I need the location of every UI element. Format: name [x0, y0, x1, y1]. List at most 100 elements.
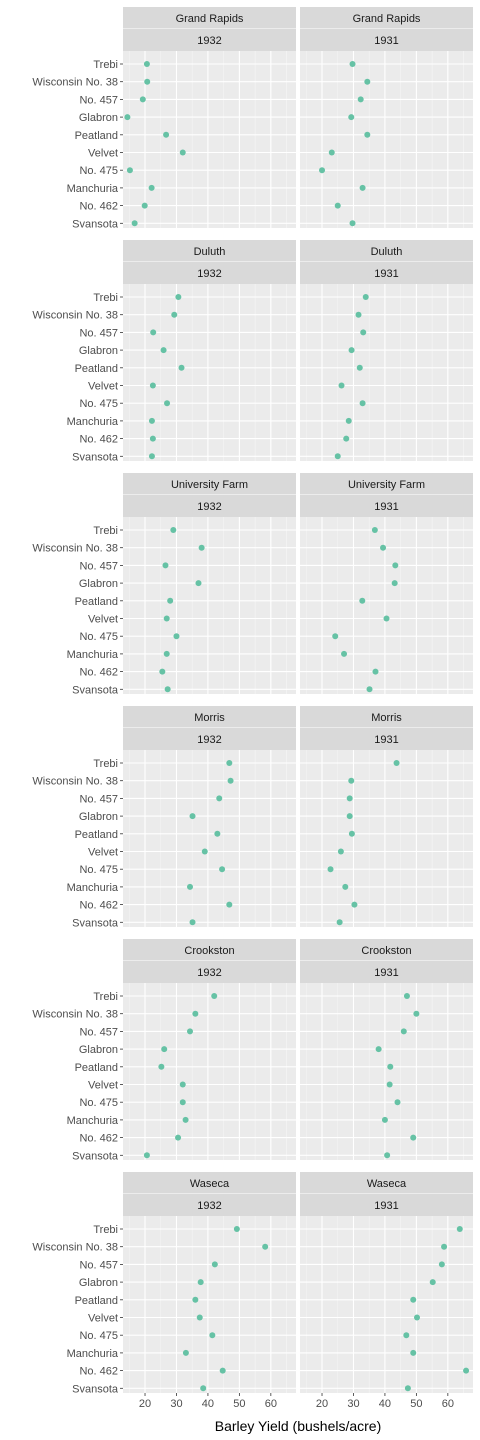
data-point — [456, 1226, 463, 1232]
data-point — [319, 167, 326, 174]
strip-site-label: Grand Rapids — [176, 13, 244, 25]
data-point — [262, 1243, 269, 1250]
strip-year-background — [123, 29, 296, 51]
y-tick-label: Velvet — [88, 148, 118, 160]
y-tick-label: No. 475 — [79, 1330, 118, 1342]
data-point — [360, 329, 367, 336]
data-point — [338, 382, 345, 389]
data-point — [192, 1010, 199, 1017]
data-point — [355, 311, 362, 318]
data-point — [179, 149, 186, 156]
facet-waseca-1932: Waseca 1932 — [123, 1172, 296, 1393]
data-point — [149, 435, 156, 442]
data-point — [158, 1063, 165, 1070]
data-point — [226, 901, 233, 908]
y-tick-label: Trebi — [93, 1224, 118, 1236]
data-point — [386, 1081, 393, 1088]
data-point — [375, 1046, 382, 1053]
y-tick-label: No. 462 — [79, 201, 118, 213]
data-point — [143, 1152, 150, 1159]
y-tick-label: Glabron — [79, 1044, 118, 1056]
data-point — [403, 993, 410, 999]
y-tick-label: No. 475 — [79, 398, 118, 410]
y-tick-label: No. 457 — [79, 1026, 118, 1038]
data-point — [403, 1332, 410, 1339]
strip-year-label: 1932 — [197, 35, 221, 47]
data-point — [387, 1063, 394, 1070]
data-point — [179, 1081, 186, 1088]
strip-site-background — [300, 706, 473, 728]
data-point — [328, 149, 335, 156]
y-tick-label: Velvet — [88, 1313, 118, 1325]
strip-year-label: 1931 — [374, 734, 398, 746]
y-tick-label: No. 462 — [79, 434, 118, 446]
y-tick-label: Glabron — [79, 811, 118, 823]
panel-background — [123, 1216, 296, 1393]
data-point — [362, 294, 369, 300]
strip-year-background — [123, 262, 296, 284]
panel-background — [123, 51, 296, 228]
data-point — [173, 633, 180, 640]
y-tick-label: Velvet — [88, 614, 118, 626]
y-tick-label: Manchuria — [67, 649, 119, 661]
y-tick-label: No. 457 — [79, 1259, 118, 1271]
data-point — [139, 96, 146, 103]
data-point — [349, 220, 356, 227]
y-tick-label: Manchuria — [67, 1348, 119, 1360]
strip-site-background — [123, 473, 296, 495]
x-tick-label: 40 — [202, 1398, 214, 1410]
facet-morris-1931: Morris 1931 — [300, 706, 473, 927]
data-point — [198, 544, 205, 551]
data-point — [410, 1349, 417, 1356]
strip-site-label: University Farm — [171, 479, 248, 491]
panel-background — [123, 284, 296, 461]
y-tick-label: Trebi — [93, 991, 118, 1003]
y-tick-label: Manchuria — [67, 183, 119, 195]
data-point — [364, 78, 371, 85]
facet-grand-rapids-1932: Grand Rapids 1932 — [123, 7, 296, 228]
strip-year-background — [300, 29, 473, 51]
strip-site-label: Crookston — [361, 945, 411, 957]
y-tick-label: Svansota — [72, 1150, 119, 1162]
data-point — [414, 1314, 421, 1321]
y-tick-label: Manchuria — [67, 1115, 119, 1127]
facet-crookston-1932: Crookston 1932 — [123, 939, 296, 1160]
y-tick-label: Manchuria — [67, 416, 119, 428]
facet-duluth-1932: Duluth 1932 — [123, 240, 296, 461]
data-point — [227, 777, 234, 784]
data-point — [380, 544, 387, 551]
strip-year-label: 1932 — [197, 268, 221, 280]
y-tick-label: Peatland — [75, 596, 118, 608]
y-tick-label: Wisconsin No. 38 — [32, 1242, 118, 1254]
y-tick-label: Peatland — [75, 829, 118, 841]
data-point — [201, 848, 208, 855]
facet-crookston-1931: Crookston 1931 — [300, 939, 473, 1160]
y-tick-label: Velvet — [88, 381, 118, 393]
x-tick-label: 40 — [379, 1398, 391, 1410]
strip-site-background — [300, 473, 473, 495]
data-point — [124, 114, 131, 121]
panel-background — [300, 517, 473, 694]
y-tick-label: Wisconsin No. 38 — [32, 543, 118, 555]
data-point — [211, 993, 218, 999]
y-tick-label: Trebi — [93, 292, 118, 304]
strip-site-label: Duluth — [194, 246, 226, 258]
y-tick-label: No. 457 — [79, 793, 118, 805]
strip-year-label: 1932 — [197, 1200, 221, 1212]
data-point — [441, 1243, 448, 1250]
strip-site-background — [300, 1172, 473, 1194]
y-tick-label: Wisconsin No. 38 — [32, 310, 118, 322]
y-tick-label: Svansota — [72, 1383, 119, 1395]
y-tick-label: Peatland — [75, 130, 118, 142]
facet-university-farm-1931: University Farm 1931 — [300, 473, 473, 694]
data-point — [359, 400, 366, 407]
data-point — [189, 919, 196, 926]
strip-site-background — [123, 939, 296, 961]
y-tick-label: Peatland — [75, 363, 118, 375]
y-tick-label: Wisconsin No. 38 — [32, 1009, 118, 1021]
data-point — [148, 184, 155, 191]
y-tick-label: Wisconsin No. 38 — [32, 77, 118, 89]
x-tick-label: 60 — [265, 1398, 277, 1410]
strip-year-background — [300, 262, 473, 284]
x-axis-title: Barley Yield (bushels/acre) — [215, 1418, 382, 1434]
